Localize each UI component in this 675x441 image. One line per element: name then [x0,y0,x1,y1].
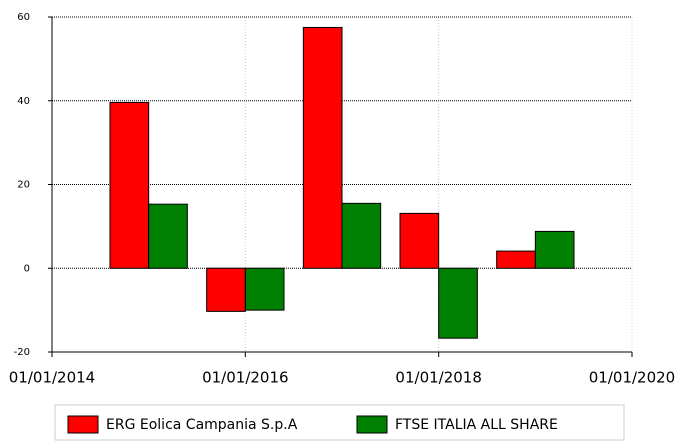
bar [341,202,382,269]
legend-box [54,404,625,441]
bar [534,230,575,269]
y-tick-label: 60 [17,12,30,23]
bar [302,26,343,269]
y-tick-label: 20 [17,180,30,191]
bar [109,101,150,269]
x-tick-label: 01/01/2014 [9,369,95,387]
x-tick-label: 01/01/2020 [589,369,675,387]
y-tick-label: 40 [17,96,30,107]
legend-label: FTSE ITALIA ALL SHARE [395,417,558,433]
bar [496,250,536,269]
y-tick-label: -20 [14,347,30,358]
bar [148,203,188,269]
legend-label: ERG Eolica Campania S.p.A [106,417,298,433]
x-tick-label: 01/01/2016 [202,369,288,387]
x-tick-label: 01/01/2018 [395,369,481,387]
bar [244,267,285,311]
bar [399,212,440,269]
bar [438,267,478,339]
y-tick-label: 0 [24,263,30,274]
legend-swatch [356,415,388,434]
legend-swatch [67,415,99,434]
bar [206,267,246,312]
